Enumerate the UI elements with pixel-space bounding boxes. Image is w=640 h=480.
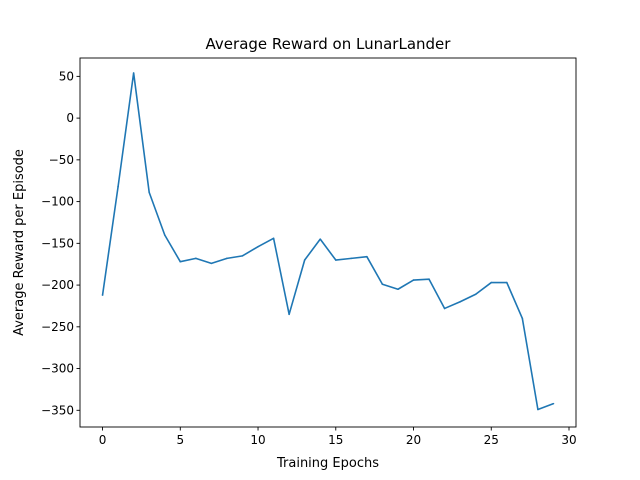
- data-point: [381, 283, 384, 286]
- data-point: [101, 294, 104, 296]
- data-point: [179, 260, 182, 263]
- data-point: [552, 402, 555, 405]
- data-point: [397, 288, 399, 291]
- chart-title: Average Reward on LunarLander: [206, 35, 452, 53]
- plot-frame: [79, 57, 577, 428]
- x-tick-label: 20: [406, 433, 421, 447]
- data-point: [366, 255, 368, 258]
- y-tick-label: −150: [41, 236, 74, 250]
- data-point: [521, 317, 524, 320]
- data-point: [288, 313, 290, 316]
- x-tick-label: 5: [176, 433, 184, 447]
- data-point: [350, 257, 353, 260]
- data-point: [443, 307, 446, 310]
- data-point: [226, 257, 228, 260]
- y-tick-label: −350: [41, 403, 74, 417]
- data-point: [195, 257, 197, 260]
- y-tick-label: −50: [49, 153, 74, 167]
- data-point: [474, 293, 477, 296]
- data-point: [490, 281, 493, 284]
- x-axis-label: Training Epochs: [276, 456, 379, 471]
- series-line-0: [101, 72, 554, 411]
- y-tick-label: −250: [41, 320, 74, 334]
- data-point: [241, 255, 244, 257]
- data-point: [334, 259, 337, 261]
- data-point: [506, 281, 508, 284]
- data-point: [163, 234, 166, 236]
- data-point: [272, 237, 275, 240]
- y-tick-label: −200: [41, 278, 74, 292]
- data-point: [148, 191, 150, 194]
- y-axis-label: Average Reward per Episode: [12, 149, 27, 336]
- x-tick-label: 25: [484, 433, 499, 447]
- data-point: [117, 185, 119, 188]
- axis-ticks: 0 5 10 15 20 25 30 50 0 −50 −100 −150 −200 −250 −300 −3…: [41, 69, 577, 447]
- data-point: [257, 245, 259, 248]
- data-point: [412, 279, 415, 281]
- data-point: [537, 408, 539, 411]
- y-tick-label: −100: [41, 195, 74, 209]
- data-point: [210, 262, 213, 265]
- series-group: [101, 72, 555, 411]
- data-point: [319, 238, 322, 240]
- x-tick-label: 15: [328, 433, 343, 447]
- data-point: [428, 278, 430, 281]
- x-tick-label: 0: [99, 433, 107, 447]
- x-tick-label: 10: [250, 433, 265, 447]
- y-tick-label: 50: [59, 69, 74, 83]
- data-point: [303, 259, 306, 261]
- y-tick-label: −300: [41, 362, 74, 376]
- x-tick-label: 30: [561, 433, 576, 447]
- y-tick-label: 0: [66, 111, 74, 125]
- data-point: [459, 300, 461, 303]
- data-point: [132, 72, 135, 74]
